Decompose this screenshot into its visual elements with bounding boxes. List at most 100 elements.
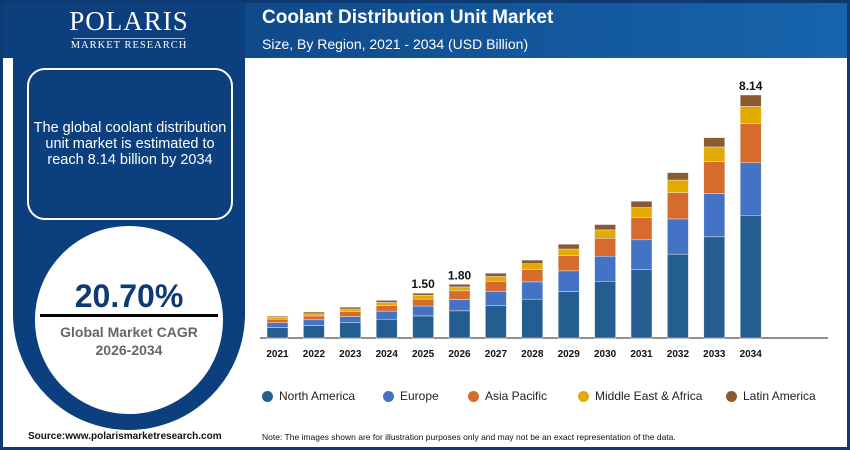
- bar-segment-north-america-2034: [739, 215, 762, 339]
- x-tick-label: 2033: [703, 349, 726, 360]
- bar-segment-latin-america-2024: [375, 300, 398, 303]
- bar-segment-middle-east-africa-2023: [339, 308, 362, 312]
- bar-segment-north-america-2029: [557, 291, 580, 339]
- bar-segment-europe-2030: [594, 255, 616, 282]
- bar-segment-middle-east-africa-2026: [448, 286, 471, 292]
- cagr-circle: 20.70% Global Market CAGR 2026-2034: [35, 226, 223, 414]
- bar-segment-north-america-2032: [667, 253, 689, 339]
- bar-segment-europe-2027: [485, 291, 507, 307]
- bar-segment-europe-2021: [266, 322, 289, 328]
- bar-segment-asia-pacific-2029: [557, 255, 580, 272]
- bar-segment-middle-east-africa-2033: [703, 146, 726, 162]
- bar-segment-north-america-2028: [521, 298, 544, 339]
- bar-segment-middle-east-africa-2031: [630, 207, 653, 218]
- data-label-2026: 1.80: [448, 268, 472, 282]
- bar-segment-middle-east-africa-2027: [485, 276, 507, 282]
- legend-dot-icon: [578, 390, 589, 402]
- bar-segment-north-america-2030: [594, 281, 616, 339]
- bar-segment-middle-east-africa-2028: [521, 263, 544, 270]
- bar-segment-middle-east-africa-2024: [375, 302, 398, 306]
- bar-segment-latin-america-2022: [303, 311, 325, 315]
- bar-segment-asia-pacific-2034: [739, 123, 762, 164]
- info-box: The global coolant distribution unit mar…: [27, 68, 233, 220]
- x-tick-label: 2028: [521, 349, 544, 360]
- chart-title: Coolant Distribution Unit Market: [262, 7, 554, 28]
- bar-segment-middle-east-africa-2034: [739, 106, 762, 124]
- x-tick-label: 2027: [485, 349, 508, 360]
- bar-segment-middle-east-africa-2030: [594, 229, 616, 239]
- bar-segment-asia-pacific-2025: [412, 298, 434, 307]
- bar-segment-asia-pacific-2032: [667, 192, 689, 220]
- bar-segment-north-america-2021: [266, 327, 289, 339]
- x-tick-label: 2031: [630, 349, 653, 360]
- bar-segment-asia-pacific-2028: [521, 269, 544, 283]
- bar-segment-north-america-2033: [703, 236, 726, 339]
- cagr-period: 2026-2034: [95, 342, 163, 358]
- bar-segment-asia-pacific-2033: [703, 161, 726, 194]
- cagr-value: 20.70%: [74, 278, 184, 314]
- bar-segment-latin-america-2029: [557, 244, 580, 250]
- bar-segment-latin-america-2026: [448, 284, 471, 288]
- x-tick-label: 2022: [303, 349, 326, 360]
- bar-segment-middle-east-africa-2021: [266, 317, 289, 320]
- x-tick-label: 2021: [266, 349, 289, 360]
- bar-segment-north-america-2022: [303, 325, 325, 339]
- bar-segment-europe-2022: [303, 319, 325, 326]
- bar-segment-asia-pacific-2023: [339, 311, 362, 317]
- legend-item-latin-america: Latin America: [726, 389, 816, 403]
- bar-segment-europe-2032: [667, 218, 689, 255]
- bar-segment-europe-2025: [412, 305, 434, 317]
- bar-segment-north-america-2024: [375, 318, 398, 339]
- x-tick-label: 2025: [412, 349, 435, 360]
- info-text: The global coolant distribution unit mar…: [33, 120, 227, 168]
- bar-segment-latin-america-2030: [594, 224, 616, 231]
- bar-segment-latin-america-2023: [339, 307, 362, 310]
- bar-segment-asia-pacific-2030: [594, 238, 616, 257]
- cagr-label-text: Global Market CAGR: [60, 324, 198, 340]
- x-tick-label: 2032: [667, 349, 690, 360]
- bar-segment-europe-2029: [557, 270, 580, 292]
- bar-segment-europe-2023: [339, 316, 362, 324]
- bar-segment-middle-east-africa-2025: [412, 295, 434, 300]
- stacked-bar-chart: 2021 2022 2023 2024 2025 1.50 2026 1.80 2027 2028…: [260, 79, 828, 360]
- bar-segment-north-america-2023: [339, 322, 362, 339]
- bar-segment-latin-america-2031: [630, 201, 653, 208]
- bar-segment-middle-east-africa-2029: [557, 248, 580, 256]
- source-text: Source:www.polarismarketresearch.com: [28, 431, 222, 442]
- bar-segment-asia-pacific-2022: [303, 315, 325, 321]
- bar-segment-latin-america-2028: [521, 259, 544, 264]
- bar-segment-middle-east-africa-2022: [303, 313, 325, 317]
- legend-label: Middle East & Africa: [595, 389, 703, 403]
- bar-segment-europe-2024: [375, 310, 398, 320]
- legend-label: Asia Pacific: [485, 389, 548, 403]
- legend-dot-icon: [262, 390, 273, 402]
- data-label-2025: 1.50: [411, 277, 435, 291]
- legend-item-middle-east-africa: Middle East & Africa: [578, 389, 702, 403]
- legend-label: Europe: [400, 389, 439, 403]
- bar-segment-latin-america-2034: [739, 94, 762, 107]
- bar-segment-latin-america-2033: [703, 137, 726, 148]
- logo-name: POLARIS: [69, 6, 189, 36]
- bar-segment-north-america-2027: [485, 305, 507, 339]
- bar-segment-north-america-2026: [448, 310, 471, 339]
- bar-segment-europe-2034: [739, 162, 762, 216]
- bar-segment-europe-2026: [448, 299, 471, 312]
- bar-segment-north-america-2031: [630, 269, 653, 339]
- legend-dot-icon: [726, 390, 737, 402]
- legend-label: Latin America: [743, 389, 816, 403]
- cagr-divider: [40, 314, 218, 317]
- bar-segment-europe-2033: [703, 193, 726, 238]
- x-tick-label: 2024: [376, 349, 399, 360]
- bar-segment-europe-2028: [521, 281, 544, 300]
- polaris-logo: POLARIS MARKET RESEARCH: [13, 6, 245, 51]
- x-tick-label: 2030: [594, 349, 617, 360]
- bar-segment-asia-pacific-2026: [448, 290, 471, 300]
- cagr-label: Global Market CAGR 2026-2034: [35, 323, 223, 359]
- chart-subtitle: Size, By Region, 2021 - 2034 (USD Billio…: [262, 36, 529, 52]
- legend-label: North America: [279, 389, 356, 403]
- bar-segment-latin-america-2027: [485, 272, 507, 277]
- note-text: Note: The images shown are for illustrat…: [262, 432, 676, 442]
- x-tick-label: 2034: [740, 349, 763, 360]
- bar-segment-latin-america-2021: [266, 315, 289, 318]
- x-tick-label: 2023: [339, 349, 362, 360]
